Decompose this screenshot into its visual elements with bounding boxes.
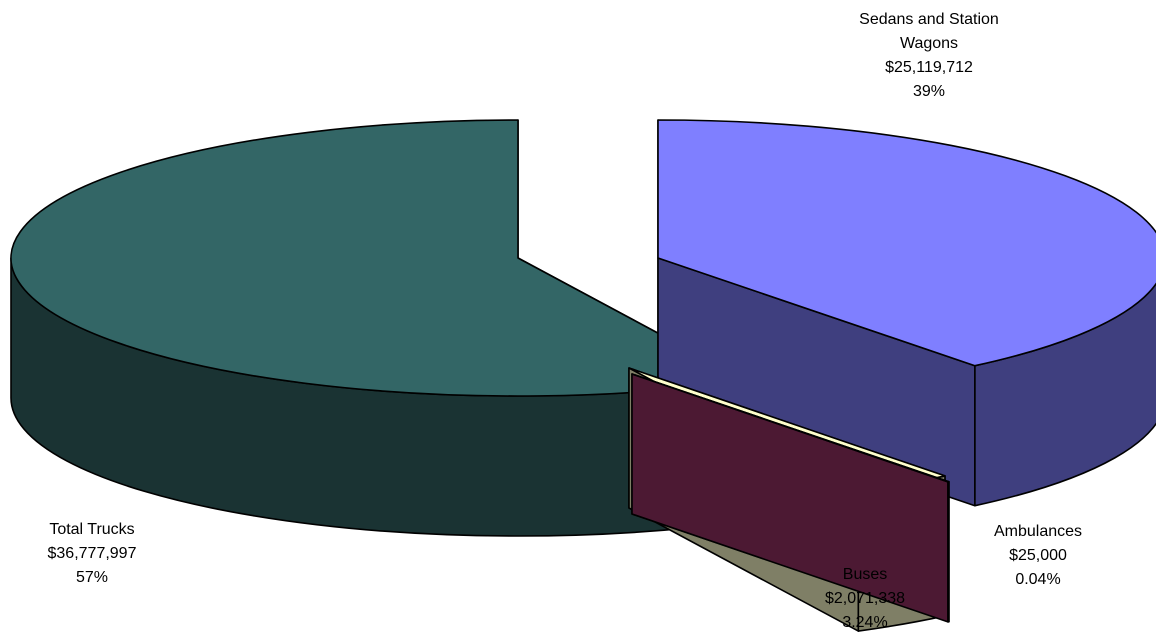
label-category: Ambulances [994, 523, 1082, 540]
label-category: Wagons [900, 35, 958, 52]
pie-labels: Sedans and Station Wagons $25,119,712 39% Am… [48, 11, 1083, 631]
label-value: $36,777,997 [48, 545, 137, 562]
label-percent: 57% [76, 569, 108, 586]
label-category: Buses [843, 566, 887, 583]
label-value: $25,119,712 [885, 59, 973, 76]
slice-side-outer-wall [947, 480, 950, 623]
pie-slices [10, 119, 1156, 632]
pie-slice-sedans-and-station-wagons [657, 119, 1156, 507]
label-percent: 39% [913, 83, 945, 100]
data-label-sedans-and-station-wagons: Sedans and Station Wagons $25,119,712 39% [859, 11, 999, 100]
label-category: Total Trucks [49, 521, 134, 538]
slice-top-face [631, 373, 950, 483]
label-percent: 0.04% [1015, 571, 1060, 588]
data-label-ambulances: Ambulances $25,000 0.04% [994, 523, 1082, 588]
slice-top-face [10, 119, 749, 397]
data-label-total-trucks: Total Trucks $36,777,997 57% [48, 521, 137, 586]
label-category: Sedans and Station [859, 11, 999, 28]
label-value: $2,071,338 [825, 590, 905, 607]
slice-top-face [657, 119, 1156, 367]
label-value: $25,000 [1009, 547, 1067, 564]
label-percent: 3.24% [842, 614, 887, 631]
data-label-buses: Buses $2,071,338 3.24% [825, 566, 905, 631]
pie-slice-ambulances [631, 373, 950, 623]
